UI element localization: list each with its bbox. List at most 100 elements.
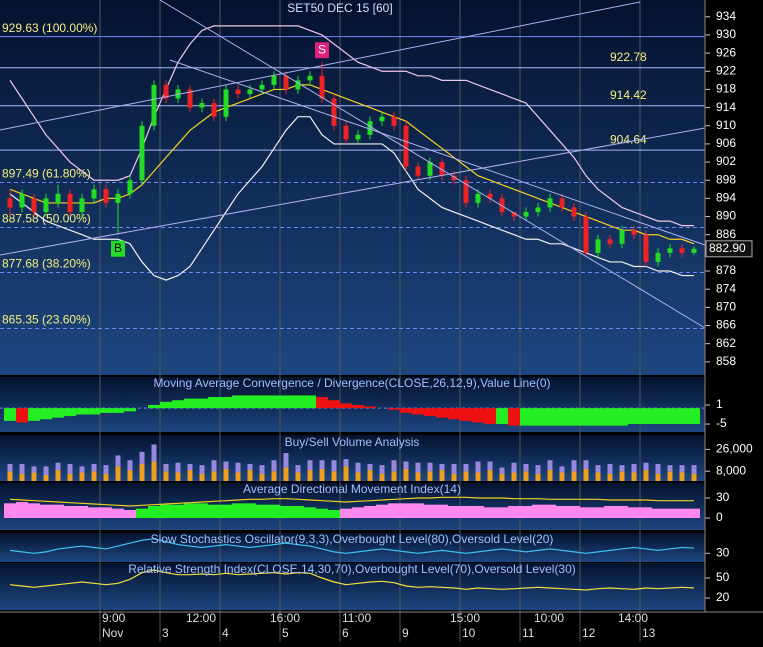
candle-body <box>691 248 697 253</box>
volume-bar <box>55 462 61 471</box>
candle-body <box>439 162 445 176</box>
volume-bar <box>115 455 121 467</box>
price-line-label: 914.42 <box>610 88 647 102</box>
volume-bar <box>295 472 301 481</box>
volume-bar <box>247 463 253 471</box>
candle-body <box>67 193 73 213</box>
y-tick-label: 894 <box>716 191 736 205</box>
volume-bar <box>7 471 13 481</box>
di-bar <box>28 503 40 518</box>
y-tick-label: 858 <box>716 354 736 368</box>
di-bar <box>148 506 160 518</box>
y-tick-label: 934 <box>716 9 736 23</box>
macd-bar <box>496 408 508 425</box>
candle-body <box>55 193 61 203</box>
last-price-box <box>705 240 753 258</box>
volume-bar <box>367 463 373 471</box>
x-tick-label: 9:00 <box>102 611 126 625</box>
volume-bar <box>451 473 457 481</box>
macd-bar <box>472 408 484 423</box>
volume-bar <box>403 468 409 481</box>
macd-bar <box>436 408 448 418</box>
panel-title: Buy/Sell Volume Analysis <box>285 435 420 449</box>
macd-bar <box>580 408 592 426</box>
x-date-label: 12 <box>582 626 596 640</box>
volume-bar <box>355 462 361 473</box>
macd-bar <box>148 404 160 409</box>
macd-bar <box>520 408 532 426</box>
candle-body <box>163 84 169 99</box>
x-tick-label: 12:00 <box>186 611 216 625</box>
y-tick-label: 8,000 <box>716 463 746 477</box>
di-bar <box>676 508 688 518</box>
trend-line <box>169 59 706 246</box>
adx-panel <box>0 483 705 530</box>
macd-bar <box>40 408 52 420</box>
candle-body <box>115 193 121 203</box>
volume-bar <box>559 472 565 481</box>
candle-body <box>379 116 385 122</box>
volume-bar <box>43 466 49 475</box>
candle-body <box>259 84 265 90</box>
candle-body <box>631 230 637 235</box>
y-tick-label: 890 <box>716 209 736 223</box>
macd-bar <box>76 408 88 415</box>
di-bar <box>328 510 340 518</box>
di-bar <box>472 506 484 518</box>
macd-bar <box>268 395 280 409</box>
y-tick-label: 878 <box>716 263 736 277</box>
di-bar <box>244 503 256 518</box>
macd-bar <box>388 408 400 410</box>
volume-bar <box>607 473 613 481</box>
di-bar <box>664 508 676 518</box>
x-date-label: 5 <box>282 626 289 640</box>
volume-bar <box>175 462 181 473</box>
x-date-label: Nov <box>102 626 123 640</box>
volume-bar <box>199 473 205 481</box>
di-bar <box>184 503 196 518</box>
di-bar <box>172 504 184 518</box>
macd-bar <box>292 395 304 409</box>
di-bar <box>316 508 328 518</box>
volume-bar <box>655 463 661 474</box>
di-bar <box>280 506 292 518</box>
y-tick-label: 874 <box>716 281 736 295</box>
volume-bar <box>451 463 457 474</box>
macd-bar <box>424 408 436 417</box>
fib-label: 877.68 (38.20%) <box>2 257 91 271</box>
volume-bar <box>295 465 301 473</box>
x-tick-label: 11:00 <box>342 611 371 625</box>
rsi-panel <box>0 563 705 610</box>
macd-bar <box>640 408 652 425</box>
y-tick-label: 870 <box>716 300 736 314</box>
volume-bar <box>67 473 73 481</box>
indicator-line <box>9 538 695 554</box>
macd-bar <box>616 408 628 426</box>
di-bar <box>208 504 220 518</box>
volume-bar <box>523 471 529 481</box>
candle-body <box>511 212 517 217</box>
macd-bar <box>172 400 184 409</box>
macd-bar <box>304 395 316 409</box>
volume-bar <box>211 460 217 472</box>
volume-bar <box>235 472 241 481</box>
volume-bar <box>403 461 409 469</box>
macd-bar <box>124 408 136 412</box>
volume-bar <box>67 463 73 474</box>
volume-bar <box>499 467 505 474</box>
volume-bar <box>271 460 277 472</box>
volume-bar <box>511 472 517 481</box>
volume-bar <box>583 460 589 469</box>
volume-bar <box>535 465 541 474</box>
y-tick-label: 20 <box>716 590 730 604</box>
candle-body <box>463 180 469 203</box>
di-bar <box>160 504 172 518</box>
candle-body <box>211 103 217 117</box>
macd-bar <box>352 404 364 409</box>
signal-box <box>111 240 125 257</box>
di-bar <box>256 504 268 518</box>
candle-body <box>535 207 541 213</box>
di-bar <box>112 508 124 518</box>
x-date-label: 6 <box>342 626 349 640</box>
macd-bar <box>412 408 424 415</box>
